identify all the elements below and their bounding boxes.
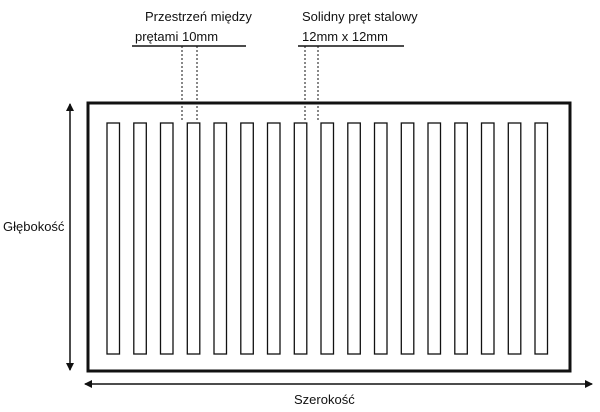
depth-label: Głębokość xyxy=(3,219,65,234)
grate-bar xyxy=(133,122,147,355)
grate-bar xyxy=(106,122,121,355)
grate-bar xyxy=(427,122,442,355)
grate-bar xyxy=(320,122,335,355)
grate-bar xyxy=(186,122,201,355)
spacing-annotation: Przestrzeń między prętami 10mm xyxy=(132,9,252,122)
bar-label-line2: 12mm x 12mm xyxy=(302,29,388,44)
grate-bar xyxy=(507,122,522,355)
grate-bar xyxy=(240,122,254,355)
bar-annotation: Solidny pręt stalowy 12mm x 12mm xyxy=(298,9,418,122)
grate-bars xyxy=(106,122,549,355)
grate-bar xyxy=(400,122,415,355)
grate-bar xyxy=(213,122,228,355)
grate-frame xyxy=(86,101,572,373)
grate-bar xyxy=(480,122,495,355)
grate-bar xyxy=(159,122,174,355)
grate-bar xyxy=(266,122,281,355)
grate-bar xyxy=(347,122,361,355)
grate-bar xyxy=(373,122,388,355)
width-label: Szerokość xyxy=(294,392,355,407)
spacing-label-line1: Przestrzeń między xyxy=(145,9,252,24)
grate-bar xyxy=(454,122,468,355)
grate-bar xyxy=(534,122,549,355)
bar-label-line1: Solidny pręt stalowy xyxy=(302,9,418,24)
spacing-label-line2: prętami 10mm xyxy=(135,29,218,44)
grate-bar xyxy=(293,122,308,355)
